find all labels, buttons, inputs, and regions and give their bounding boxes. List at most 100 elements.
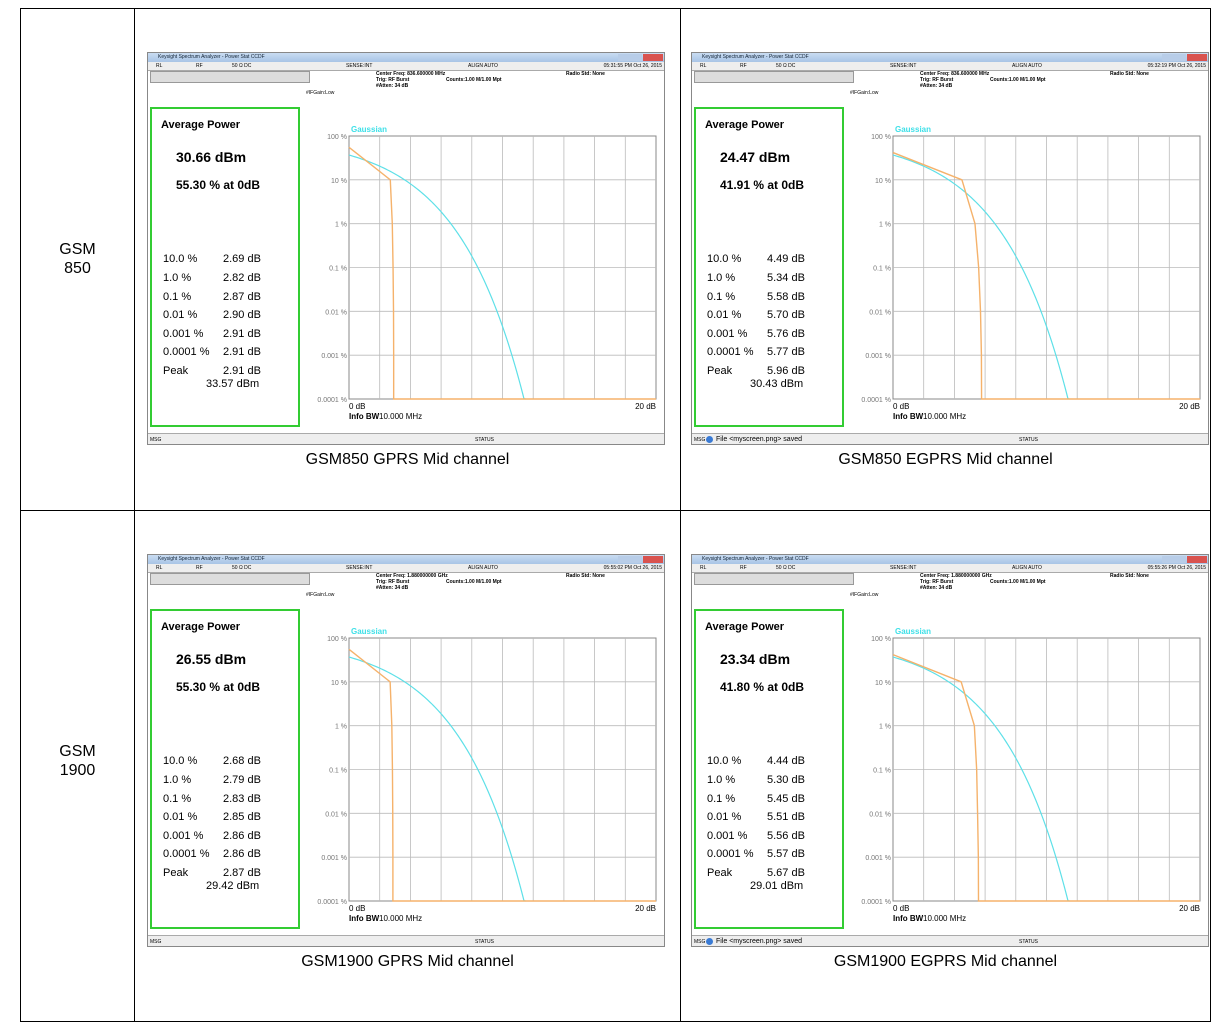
stat-label: 0.1 % bbox=[707, 291, 736, 303]
y-tick-label: 0.0001 % bbox=[861, 899, 891, 906]
peak-value: 5.67 dB bbox=[767, 867, 805, 879]
stat-value: 2.86 dB bbox=[223, 848, 261, 860]
counts: Counts:1.00 M/1.00 Mpt bbox=[990, 579, 1046, 585]
gaussian-curve bbox=[348, 656, 526, 902]
stat-value: 2.90 dB bbox=[223, 309, 261, 321]
y-tick-label: 0.0001 % bbox=[317, 899, 347, 906]
y-tick-label: 0.001 % bbox=[865, 855, 891, 862]
status-bar: MSG File <myscreen.png> saved STATUS bbox=[692, 433, 1208, 444]
avg-title: Average Power bbox=[161, 621, 241, 633]
min-button bbox=[618, 556, 642, 563]
avg-title: Average Power bbox=[705, 621, 785, 633]
stat-value: 5.57 dB bbox=[767, 848, 805, 860]
stat-label: 10.0 % bbox=[707, 755, 742, 767]
x-end-label: 20 dB bbox=[635, 402, 656, 411]
stat-label: 10.0 % bbox=[163, 253, 198, 265]
avg-power: 23.34 dBm bbox=[720, 651, 791, 667]
stat-label: 0.01 % bbox=[707, 811, 742, 823]
info-bw-label: Info BW bbox=[893, 412, 924, 421]
rf: RF bbox=[740, 63, 747, 69]
stat-value: 2.69 dB bbox=[223, 253, 261, 265]
trig: Trig: RF Burst bbox=[920, 77, 954, 83]
window-title: Keysight Spectrum Analyzer - Power Stat … bbox=[158, 54, 265, 60]
atten: #Atten: 34 dB bbox=[376, 585, 409, 591]
y-tick-label: 0.1 % bbox=[329, 266, 347, 273]
gaussian-label: Gaussian bbox=[351, 627, 387, 636]
rf: RF bbox=[196, 63, 203, 69]
at-0db: 55.30 % at 0dB bbox=[176, 680, 261, 694]
msg: MSG bbox=[150, 437, 162, 443]
center-freq: Center Freq: 1.880000000 GHz bbox=[376, 573, 448, 579]
at-0db: 55.30 % at 0dB bbox=[176, 178, 261, 192]
timestamp: 05:31:55 PM Oct 26, 2015 bbox=[603, 63, 662, 69]
header-bar: RL RF 50 Ω DC SENSE:INT ALIGN AUTO 05:31:55 P… bbox=[148, 62, 664, 71]
caption: GSM850 EGPRS Mid channel bbox=[838, 451, 1053, 468]
impedance: 50 Ω DC bbox=[776, 63, 796, 69]
ifgain: #IFGain:Low bbox=[306, 90, 335, 96]
impedance: 50 Ω DC bbox=[232, 565, 252, 571]
x-end-label: 20 dB bbox=[635, 904, 656, 913]
gaussian-curve bbox=[348, 154, 526, 400]
align: ALIGN AUTO bbox=[1012, 63, 1042, 69]
sense: SENSE:INT bbox=[890, 63, 917, 69]
center-freq: Center Freq: 836.600000 MHz bbox=[376, 71, 446, 77]
center-freq: Center Freq: 1.880000000 GHz bbox=[920, 573, 992, 579]
stat-label: 0.001 % bbox=[707, 830, 748, 842]
stat-value: 2.68 dB bbox=[223, 755, 261, 767]
stat-label: 0.0001 % bbox=[707, 346, 754, 358]
at-0db: 41.80 % at 0dB bbox=[720, 680, 805, 694]
avg-title: Average Power bbox=[161, 119, 241, 131]
stat-label: 0.0001 % bbox=[163, 848, 210, 860]
y-tick-label: 1 % bbox=[879, 222, 891, 229]
measured-curve bbox=[348, 146, 656, 400]
min-button bbox=[618, 54, 642, 61]
trig: Trig: RF Burst bbox=[376, 579, 410, 585]
info-bw: 10.000 MHz bbox=[379, 412, 422, 421]
measured-curve bbox=[348, 648, 656, 902]
stat-label: 0.1 % bbox=[707, 793, 736, 805]
stat-label: 0.1 % bbox=[163, 291, 192, 303]
y-tick-label: 0.01 % bbox=[325, 811, 347, 818]
results-box bbox=[150, 609, 300, 929]
analyzer-screenshot: Keysight Spectrum Analyzer - Power Stat … bbox=[147, 554, 665, 947]
y-tick-label: 0.001 % bbox=[865, 353, 891, 360]
status-bar: MSG File <myscreen.png> saved STATUS bbox=[692, 935, 1208, 946]
msg: MSG bbox=[694, 437, 706, 443]
input-box bbox=[694, 573, 854, 585]
stat-value: 2.91 dB bbox=[223, 328, 261, 340]
x-end-label: 20 dB bbox=[1179, 904, 1200, 913]
analyzer-screenshot: Keysight Spectrum Analyzer - Power Stat … bbox=[691, 52, 1209, 445]
y-tick-label: 10 % bbox=[875, 178, 891, 185]
impedance: 50 Ω DC bbox=[776, 565, 796, 571]
x-start-label: 0 dB bbox=[349, 402, 365, 411]
header-bar: RL RF 50 Ω DC SENSE:INT ALIGN AUTO 05:32:19 P… bbox=[692, 62, 1208, 71]
avg-power: 24.47 dBm bbox=[720, 149, 791, 165]
window-title: Keysight Spectrum Analyzer - Power Stat … bbox=[702, 54, 809, 60]
close-button bbox=[1187, 556, 1207, 563]
y-tick-label: 100 % bbox=[871, 134, 891, 141]
close-button bbox=[643, 556, 663, 563]
y-tick-label: 10 % bbox=[875, 680, 891, 687]
y-tick-label: 0.001 % bbox=[321, 855, 347, 862]
caption: GSM1900 EGPRS Mid channel bbox=[833, 953, 1058, 970]
y-tick-label: 10 % bbox=[331, 680, 347, 687]
stat-label: 0.0001 % bbox=[707, 848, 754, 860]
close-button bbox=[643, 54, 663, 61]
analyzer-screenshot: Keysight Spectrum Analyzer - Power Stat … bbox=[691, 554, 1209, 947]
ccdf-plot: 100 % 10 % 1 % 0.1 % 0.01 % 0.001 % 0.0001 % Ga… bbox=[861, 125, 1201, 421]
stat-value: 2.86 dB bbox=[223, 830, 261, 842]
counts: Counts:1.00 M/1.00 Mpt bbox=[990, 77, 1046, 83]
y-tick-label: 100 % bbox=[327, 134, 347, 141]
sense: SENSE:INT bbox=[890, 565, 917, 571]
results-box bbox=[150, 107, 300, 427]
y-tick-label: 0.0001 % bbox=[317, 397, 347, 404]
stat-label: 0.01 % bbox=[163, 811, 198, 823]
results-box bbox=[694, 609, 844, 929]
results-box bbox=[694, 107, 844, 427]
analyzer-screenshot: Keysight Spectrum Analyzer - Power Stat … bbox=[147, 52, 665, 445]
row-label: GSM 850 bbox=[20, 240, 135, 278]
rl: RL bbox=[156, 565, 163, 571]
row-label-line: 850 bbox=[64, 260, 91, 277]
y-tick-label: 0.1 % bbox=[873, 768, 891, 775]
stat-value: 5.45 dB bbox=[767, 793, 805, 805]
